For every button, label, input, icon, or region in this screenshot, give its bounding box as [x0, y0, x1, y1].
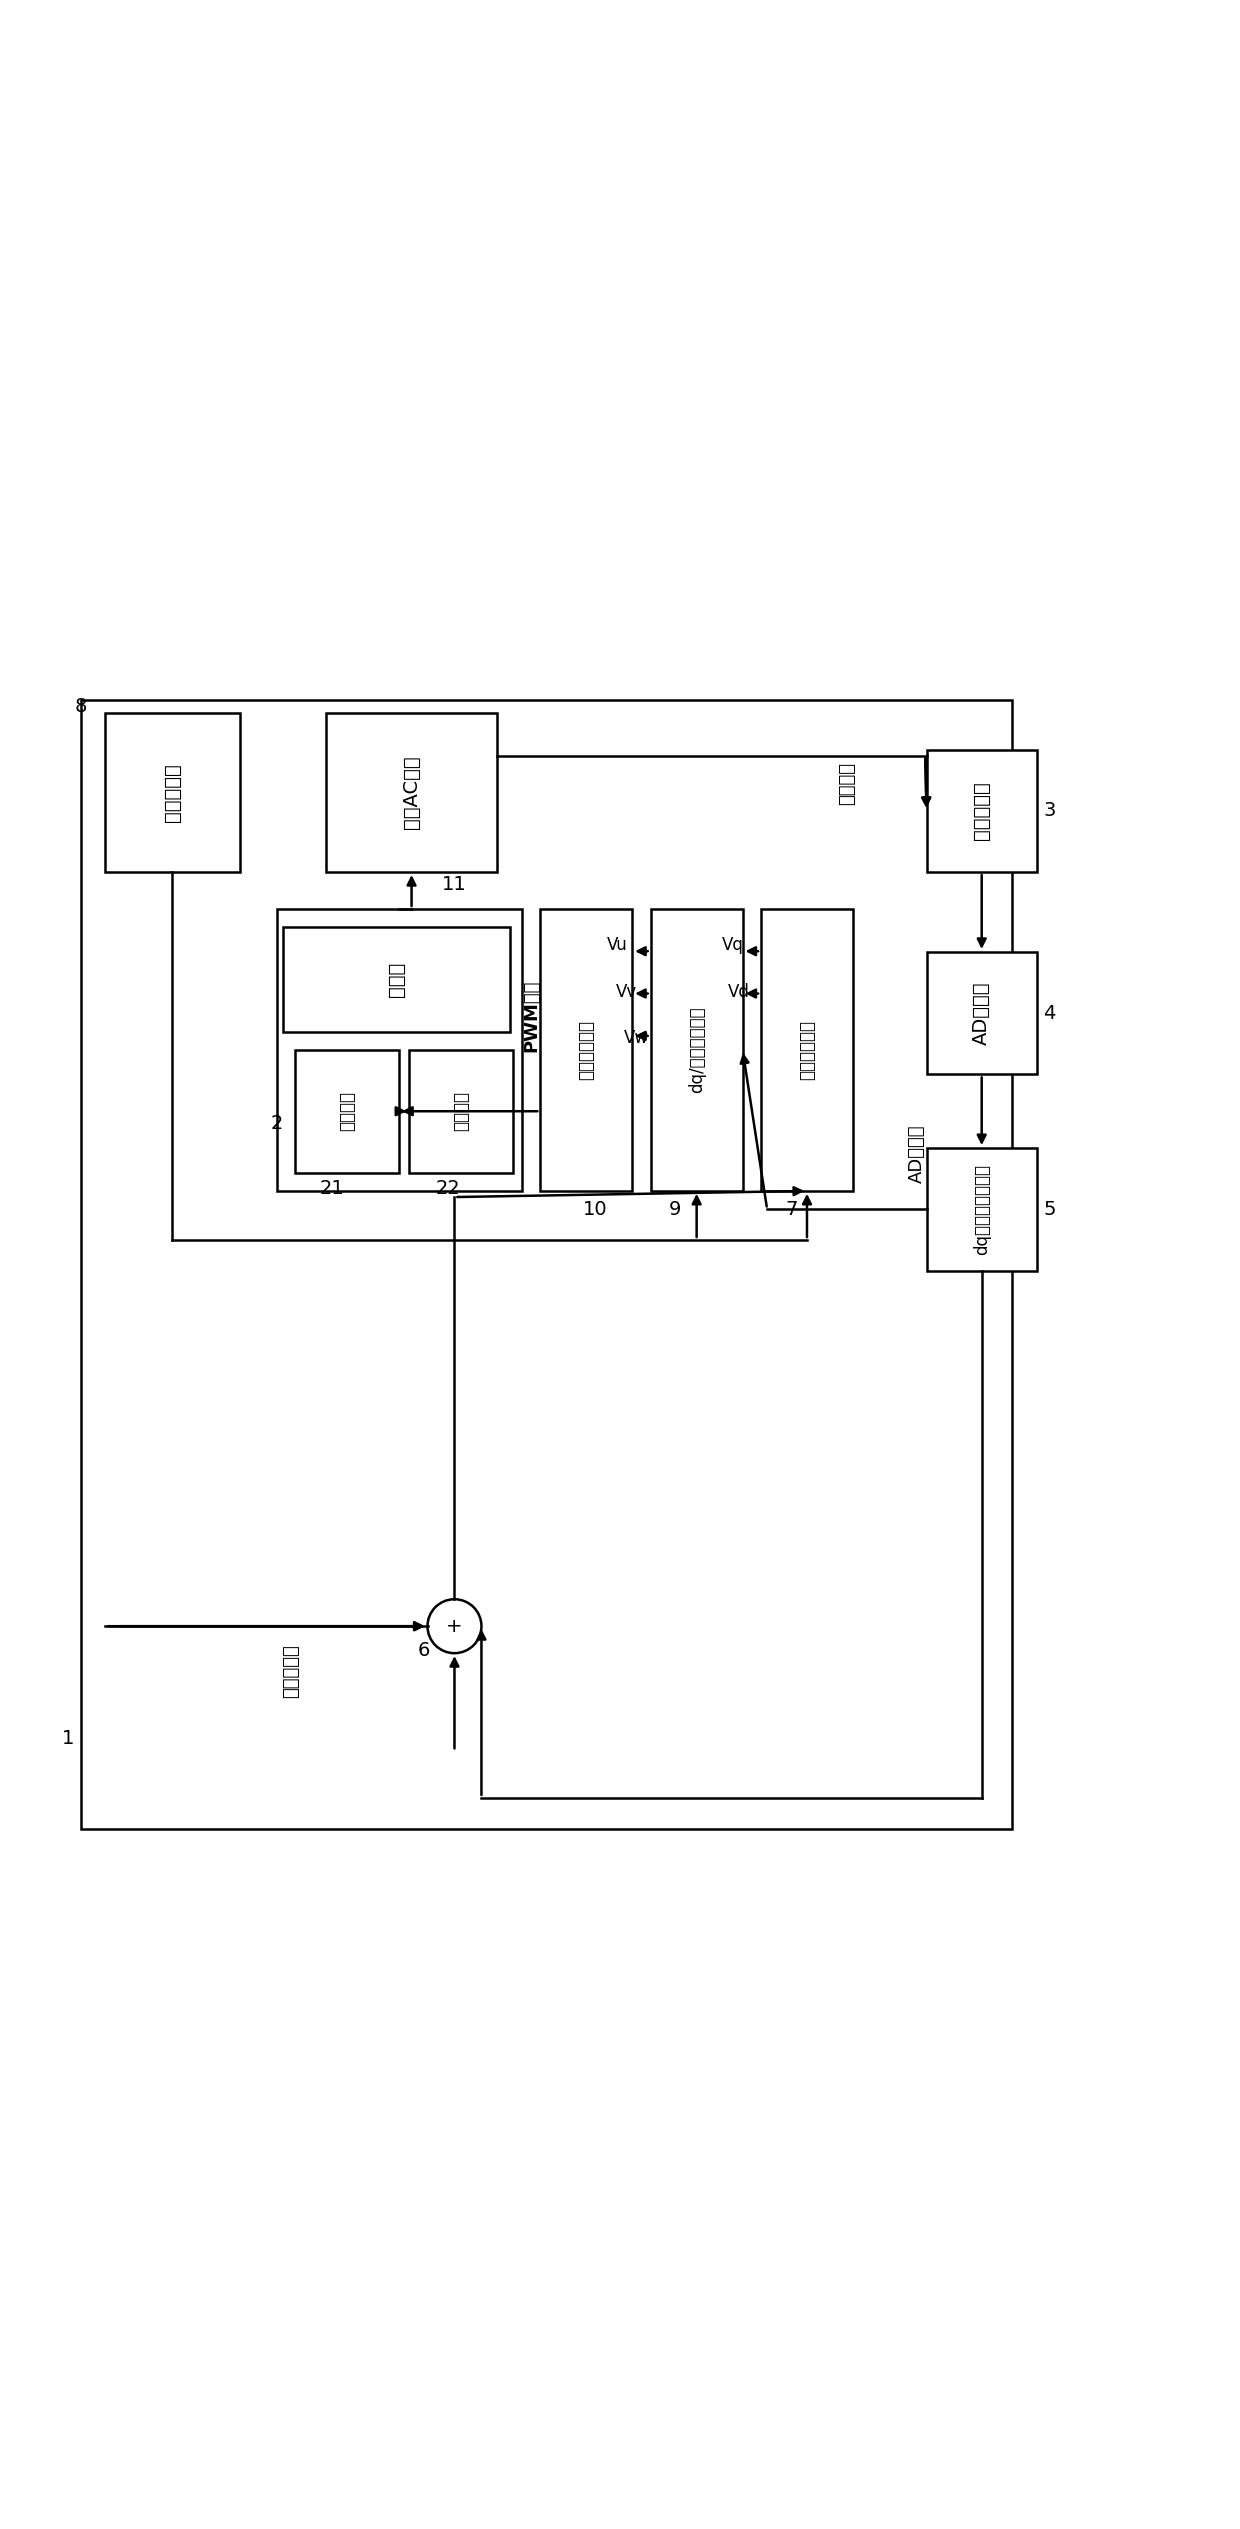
Bar — [295, 1050, 399, 1173]
Text: 2: 2 — [270, 1113, 283, 1133]
Bar — [926, 1148, 1037, 1270]
Bar — [277, 908, 522, 1191]
Text: 7: 7 — [785, 1199, 797, 1219]
Text: Vw: Vw — [624, 1029, 649, 1047]
Text: 5: 5 — [1043, 1199, 1055, 1219]
Text: dq轴电流生成单元: dq轴电流生成单元 — [972, 1163, 991, 1254]
Bar — [651, 908, 743, 1191]
Text: Vu: Vu — [608, 936, 627, 953]
Text: dq/三相转换单元: dq/三相转换单元 — [688, 1007, 706, 1093]
Text: 电流传感器: 电流传感器 — [972, 781, 991, 840]
Text: 10: 10 — [583, 1199, 608, 1219]
Text: 11: 11 — [443, 875, 467, 893]
Text: Vv: Vv — [615, 984, 637, 1001]
Bar — [926, 951, 1037, 1075]
Text: 驱动单元: 驱动单元 — [453, 1090, 470, 1130]
Text: Vd: Vd — [728, 984, 750, 1001]
Bar — [326, 713, 497, 873]
Bar — [81, 701, 1012, 1828]
Text: 电流控制单元: 电流控制单元 — [799, 1019, 816, 1080]
Bar — [761, 908, 853, 1191]
Text: 截波调制单元: 截波调制单元 — [578, 1019, 595, 1080]
Text: 三相AC电机: 三相AC电机 — [402, 756, 422, 830]
Text: 22: 22 — [436, 1179, 461, 1199]
Bar — [283, 928, 510, 1032]
Bar — [541, 908, 632, 1191]
Bar — [926, 749, 1037, 873]
Text: 开关单元: 开关单元 — [339, 1090, 356, 1130]
Text: 三相电流: 三相电流 — [838, 761, 856, 804]
Text: Vq: Vq — [722, 936, 744, 953]
Text: 6: 6 — [418, 1641, 430, 1659]
Text: +: + — [446, 1616, 463, 1636]
Text: AD转换値: AD转换値 — [908, 1125, 926, 1184]
Text: 3: 3 — [1043, 802, 1055, 819]
Text: 8: 8 — [74, 698, 87, 716]
Bar — [105, 713, 239, 873]
Text: 1: 1 — [62, 1730, 74, 1748]
Bar — [409, 1050, 513, 1173]
Text: 21: 21 — [320, 1179, 345, 1199]
Text: 4: 4 — [1043, 1004, 1055, 1022]
Text: 9: 9 — [670, 1199, 681, 1219]
Text: 角度传感器: 角度传感器 — [162, 764, 182, 822]
Text: 逆变器: 逆变器 — [387, 961, 405, 996]
Text: 电流指令値: 电流指令値 — [283, 1644, 300, 1699]
Text: PWM信号: PWM信号 — [523, 979, 541, 1052]
Text: AD转换器: AD转换器 — [972, 981, 991, 1044]
